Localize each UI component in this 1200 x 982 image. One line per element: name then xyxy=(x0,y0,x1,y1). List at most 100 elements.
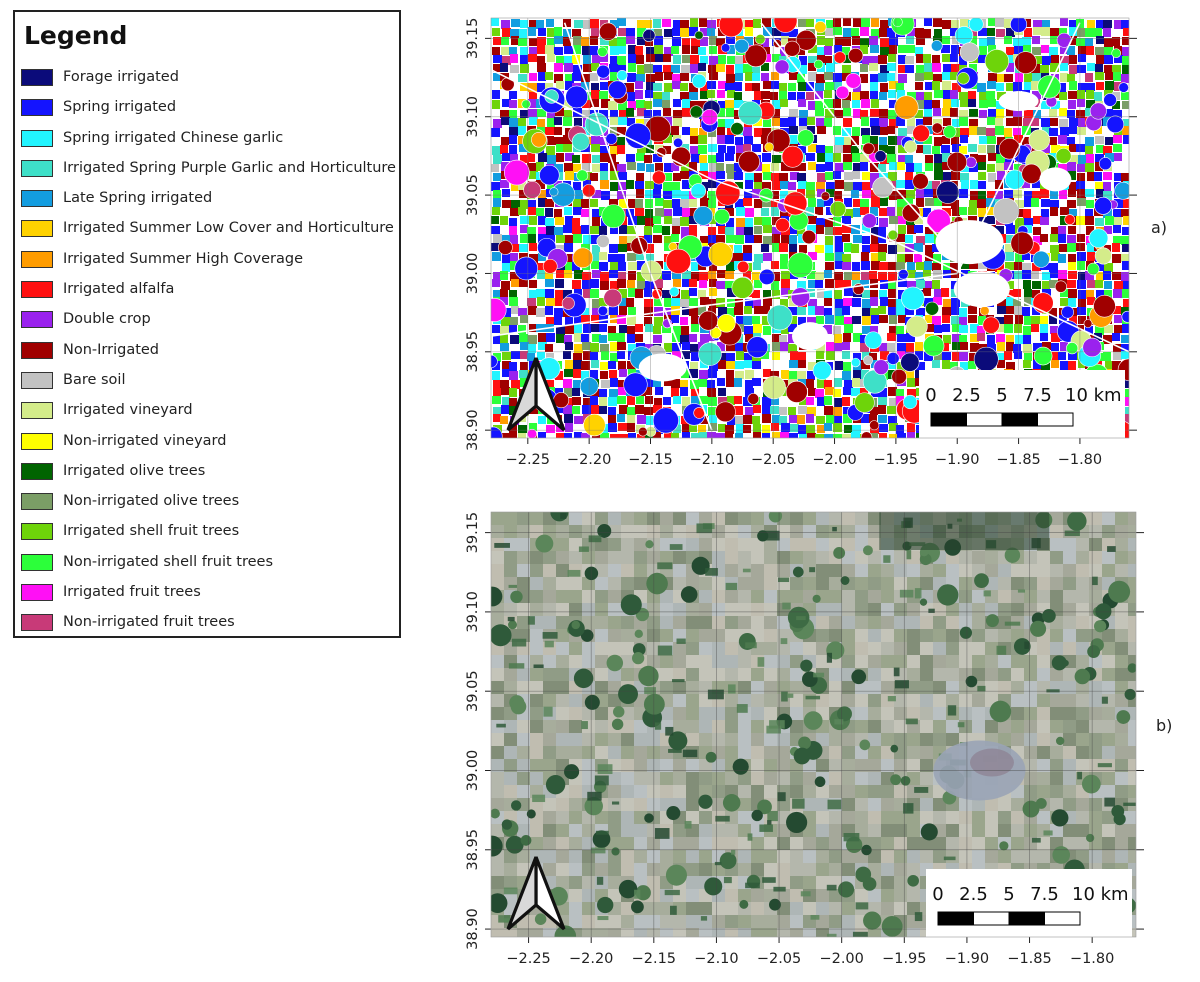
legend-swatch xyxy=(21,523,53,541)
legend-swatch xyxy=(21,462,53,480)
legend-swatch xyxy=(21,553,53,571)
legend-item: Spring irrigated Chinese garlic xyxy=(21,128,396,158)
scale-bar-label: 0 xyxy=(925,385,936,406)
legend-label: Double crop xyxy=(63,311,151,328)
legend-item: Irrigated Spring Purple Garlic and Horti… xyxy=(21,158,396,188)
legend-item: Irrigated vineyard xyxy=(21,400,396,430)
legend-swatch xyxy=(21,584,53,602)
legend-swatch xyxy=(21,311,53,329)
legend-swatch xyxy=(21,250,53,268)
legend-item: Irrigated Summer Low Cover and Horticult… xyxy=(21,218,396,248)
legend-label: Non-irrigated fruit trees xyxy=(63,614,235,631)
scale-bar-label: 0 xyxy=(932,884,943,905)
north-arrow-icon xyxy=(506,856,566,931)
legend-swatch xyxy=(21,69,53,86)
y-tick-label: 38.95 xyxy=(465,331,481,373)
scale-bar-background xyxy=(919,370,1125,438)
scale-bar: 0 2.5 5 7.5 10 km xyxy=(926,869,1132,937)
x-tick-label: −1.90 xyxy=(935,452,979,468)
legend-item: Non-irrigated vineyard xyxy=(21,431,396,461)
y-tick-label: 38.90 xyxy=(465,409,481,451)
scale-bar-label: 10 km xyxy=(1065,385,1122,406)
y-tick-label: 39.15 xyxy=(465,18,481,60)
legend-item: Spring irrigated xyxy=(21,97,396,127)
legend-swatch xyxy=(21,99,53,117)
legend-swatch xyxy=(21,281,53,299)
legend-item: Non-irrigated shell fruit trees xyxy=(21,552,396,582)
scale-bar-label: 2.5 xyxy=(952,385,981,406)
x-tick-label: −1.95 xyxy=(874,452,918,468)
panel-label-b: b) xyxy=(1156,716,1173,735)
legend-label: Irrigated fruit trees xyxy=(63,584,201,601)
legend-item: Forage irrigated xyxy=(21,67,396,97)
legend-item: Non-irrigated fruit trees xyxy=(21,612,396,642)
classification-map: −2.25 −2.20 −2.15 −2.10 −2.05 −2.00 −1.95 −1.90… xyxy=(465,17,1137,468)
x-tick-label: −1.80 xyxy=(1058,452,1102,468)
legend-swatch xyxy=(21,129,53,147)
legend-label: Non-Irrigated xyxy=(63,341,160,358)
map-panel-b: −2.25 −2.20 −2.15 −2.10 −2.05 −2.00 −1.95 −1.90… xyxy=(440,505,1160,975)
scale-bar-segment xyxy=(1001,412,1038,427)
x-tick-label: −2.20 xyxy=(567,452,611,468)
map-frame xyxy=(490,17,1130,439)
scale-bar-background xyxy=(926,869,1132,937)
legend-label: Irrigated olive trees xyxy=(63,462,206,479)
scale-bar-segment xyxy=(930,412,967,427)
x-tick-label: −2.00 xyxy=(812,452,856,468)
scale-bar-label: 5 xyxy=(996,385,1007,406)
legend-label: Bare soil xyxy=(63,371,126,388)
scale-bar-label: 5 xyxy=(1003,884,1014,905)
legend-list: Forage irrigated Spring irrigated Spring i… xyxy=(21,67,396,643)
graticule xyxy=(491,512,1136,937)
scale-bar-label: 2.5 xyxy=(959,884,988,905)
y-tick-label: 39.05 xyxy=(465,174,481,216)
scale-bar-segment xyxy=(1037,412,1074,427)
legend-label: Spring irrigated Chinese garlic xyxy=(63,129,284,146)
x-tick-label: −2.10 xyxy=(694,951,738,967)
legend-swatch xyxy=(21,371,53,389)
legend-label: Non-irrigated vineyard xyxy=(63,432,227,449)
legend-item: Late Spring irrigated xyxy=(21,188,396,218)
legend-label: Spring irrigated xyxy=(63,99,177,116)
x-tick-label: −2.15 xyxy=(628,452,672,468)
scale-bar-segment xyxy=(1044,911,1081,926)
legend-label: Irrigated alfalfa xyxy=(63,281,175,298)
legend-title: Legend xyxy=(24,21,128,50)
legend-item: Irrigated shell fruit trees xyxy=(21,521,396,551)
legend-label: Irrigated Summer High Coverage xyxy=(63,250,304,267)
x-tick-label: −2.05 xyxy=(757,951,801,967)
x-tick-label: −2.05 xyxy=(751,452,795,468)
x-tick-label: −1.90 xyxy=(945,951,989,967)
legend-swatch xyxy=(21,402,53,420)
satellite-map: −2.25 −2.20 −2.15 −2.10 −2.05 −2.00 −1.95 −1.90… xyxy=(465,511,1144,967)
legend-label: Irrigated Summer Low Cover and Horticult… xyxy=(63,220,394,237)
x-tick-label: −1.80 xyxy=(1070,951,1114,967)
scale-bar-label: 10 km xyxy=(1072,884,1129,905)
x-tick-label: −1.85 xyxy=(1007,951,1051,967)
scale-bar-segment xyxy=(966,412,1003,427)
legend-swatch xyxy=(21,614,53,632)
scale-bar: 0 2.5 5 7.5 10 km xyxy=(919,370,1125,438)
scale-bar-segment xyxy=(937,911,974,926)
forest-area xyxy=(879,512,1050,550)
legend-item: Non-Irrigated xyxy=(21,340,396,370)
scale-bar-label: 7.5 xyxy=(1030,884,1059,905)
north-arrow-icon xyxy=(506,357,566,432)
legend-label: Irrigated vineyard xyxy=(63,402,193,419)
y-tick-label: 39.10 xyxy=(465,591,481,633)
legend-swatch xyxy=(21,190,53,208)
scale-bar-segment xyxy=(973,911,1010,926)
legend-swatch xyxy=(21,341,53,359)
x-tick-label: −2.25 xyxy=(506,951,550,967)
map-legend: Legend Forage irrigated Spring irrigated S… xyxy=(13,10,401,638)
y-tick-label: 39.00 xyxy=(465,253,481,295)
legend-label: Non-irrigated olive trees xyxy=(63,493,240,510)
x-tick-label: −2.25 xyxy=(506,452,550,468)
scale-bar-segment xyxy=(1008,911,1045,926)
x-tick-label: −2.10 xyxy=(690,452,734,468)
legend-swatch xyxy=(21,432,53,450)
map-frame xyxy=(490,511,1137,938)
panel-label-a: a) xyxy=(1151,218,1168,237)
legend-swatch xyxy=(21,159,53,177)
legend-item: Irrigated alfalfa xyxy=(21,279,396,309)
